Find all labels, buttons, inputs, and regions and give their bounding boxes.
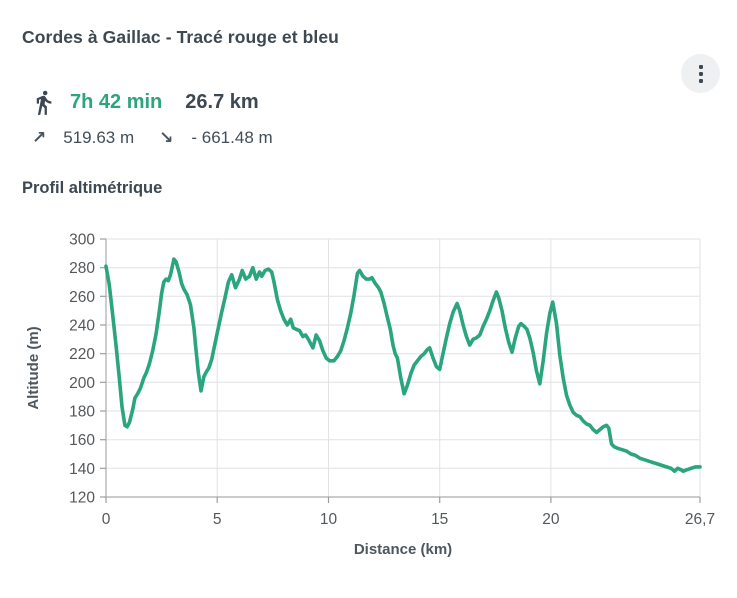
x-tick-label: 15: [431, 511, 448, 528]
y-tick-label: 280: [69, 260, 95, 277]
elevation-chart[interactable]: 300 280 260 240 220 200 180 160 140 120 0 5 10 15 20 26…: [0, 213, 737, 574]
y-tick-label: 240: [69, 317, 95, 334]
y-tick-label: 300: [69, 231, 95, 248]
x-tick-label: 20: [542, 511, 560, 528]
ascent-value: 519.63 m: [63, 128, 135, 147]
route-title: Cordes à Gaillac - Tracé rouge et bleu: [22, 27, 339, 47]
x-tick-label: 5: [213, 511, 222, 528]
section-title-elevation-profile: Profil altimétrique: [22, 179, 163, 197]
y-axis-title: Altitude (m): [25, 326, 42, 409]
stats-elevation-row: ↗ 519.63 m ↘ - 661.48 m: [30, 127, 737, 149]
y-tick-label: 220: [69, 346, 95, 363]
y-tick-label: 200: [69, 375, 95, 392]
y-tick-label: 140: [69, 461, 95, 478]
ascent-arrow-icon: ↗: [32, 128, 47, 148]
x-axis-title: Distance (km): [354, 541, 452, 558]
y-tick-label: 160: [69, 432, 95, 449]
stats-duration-distance-row: 7h 42 min 26.7 km: [30, 86, 737, 118]
more-options-button[interactable]: [681, 54, 720, 93]
kebab-menu-icon: [698, 64, 703, 83]
x-tick-label: 26,7: [685, 511, 715, 528]
descent-arrow-icon: ↘: [159, 128, 174, 148]
y-tick-label: 260: [69, 289, 95, 306]
duration-value: 7h 42 min: [70, 90, 163, 113]
distance-value: 26.7 km: [185, 90, 259, 113]
walking-person-icon: [30, 87, 57, 118]
elevation-chart-svg: 300 280 260 240 220 200 180 160 140 120 0 5 10 15 20 26…: [25, 231, 715, 558]
descent-value: - 661.48 m: [191, 128, 273, 147]
elevation-line: [104, 257, 702, 473]
y-tick-label: 120: [69, 489, 95, 506]
route-stats: 7h 42 min 26.7 km ↗ 519.63 m ↘ - 661.48 …: [30, 86, 737, 149]
card-header: Cordes à Gaillac - Tracé rouge et bleu: [0, 27, 737, 93]
x-tick-label: 10: [320, 511, 338, 528]
route-card: Cordes à Gaillac - Tracé rouge et bleu 7…: [0, 27, 737, 598]
x-tick-label: 0: [102, 511, 111, 528]
y-tick-label: 180: [69, 403, 95, 420]
